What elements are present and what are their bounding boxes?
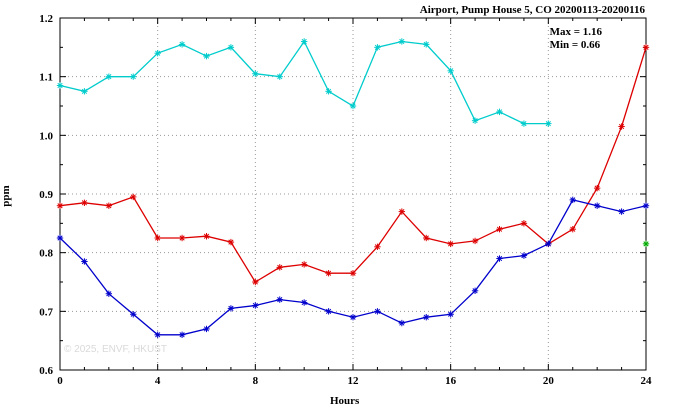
svg-text:0: 0 (57, 375, 63, 387)
x-axis-label: Hours (330, 395, 360, 407)
watermark: © 2025, ENVF, HKUST (64, 344, 167, 355)
svg-text:0.7: 0.7 (39, 306, 53, 318)
chart-title: Airport, Pump House 5, CO 20200113-20200… (419, 4, 645, 16)
svg-text:1.2: 1.2 (39, 13, 53, 25)
svg-text:8: 8 (253, 375, 259, 387)
max-annotation: Max = 1.16 (549, 26, 602, 38)
svg-text:16: 16 (445, 375, 457, 387)
svg-text:20: 20 (543, 375, 555, 387)
min-annotation: Min = 0.66 (549, 39, 601, 51)
svg-text:1.1: 1.1 (39, 72, 53, 84)
svg-text:0.9: 0.9 (39, 189, 53, 201)
svg-text:24: 24 (641, 375, 653, 387)
svg-text:12: 12 (348, 375, 360, 387)
svg-text:1.0: 1.0 (39, 130, 53, 142)
y-axis-label: ppm (0, 185, 12, 207)
svg-text:0.8: 0.8 (39, 248, 53, 260)
max-min-annotation: Max = 1.16 Min = 0.66 (550, 26, 602, 52)
svg-text:0.6: 0.6 (39, 365, 53, 377)
svg-text:4: 4 (155, 375, 161, 387)
